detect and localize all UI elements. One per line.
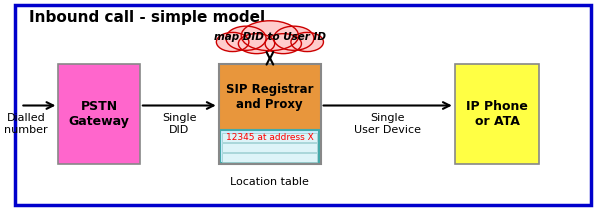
Text: Single
DID: Single DID xyxy=(162,114,197,135)
Text: 12345 at address X: 12345 at address X xyxy=(226,133,313,142)
FancyBboxPatch shape xyxy=(222,143,317,152)
FancyBboxPatch shape xyxy=(14,4,591,206)
Text: Single
User Device: Single User Device xyxy=(354,114,421,135)
FancyBboxPatch shape xyxy=(455,64,539,164)
Ellipse shape xyxy=(274,26,314,50)
Text: Location table: Location table xyxy=(230,177,309,187)
Ellipse shape xyxy=(241,21,299,51)
FancyBboxPatch shape xyxy=(58,64,140,164)
Text: map DID to User ID: map DID to User ID xyxy=(214,32,326,42)
FancyBboxPatch shape xyxy=(219,64,321,130)
Ellipse shape xyxy=(226,26,266,50)
FancyBboxPatch shape xyxy=(222,153,317,162)
Text: Dialled
number: Dialled number xyxy=(4,114,48,135)
FancyBboxPatch shape xyxy=(221,130,319,163)
Text: PSTN
Gateway: PSTN Gateway xyxy=(69,100,129,128)
Ellipse shape xyxy=(216,32,249,51)
Ellipse shape xyxy=(238,34,275,54)
Text: IP Phone
or ATA: IP Phone or ATA xyxy=(466,100,528,128)
Ellipse shape xyxy=(265,34,302,54)
Ellipse shape xyxy=(291,32,324,51)
Text: SIP Registrar
and Proxy: SIP Registrar and Proxy xyxy=(226,83,313,111)
Text: Inbound call - simple model: Inbound call - simple model xyxy=(29,10,265,25)
FancyBboxPatch shape xyxy=(222,133,317,142)
